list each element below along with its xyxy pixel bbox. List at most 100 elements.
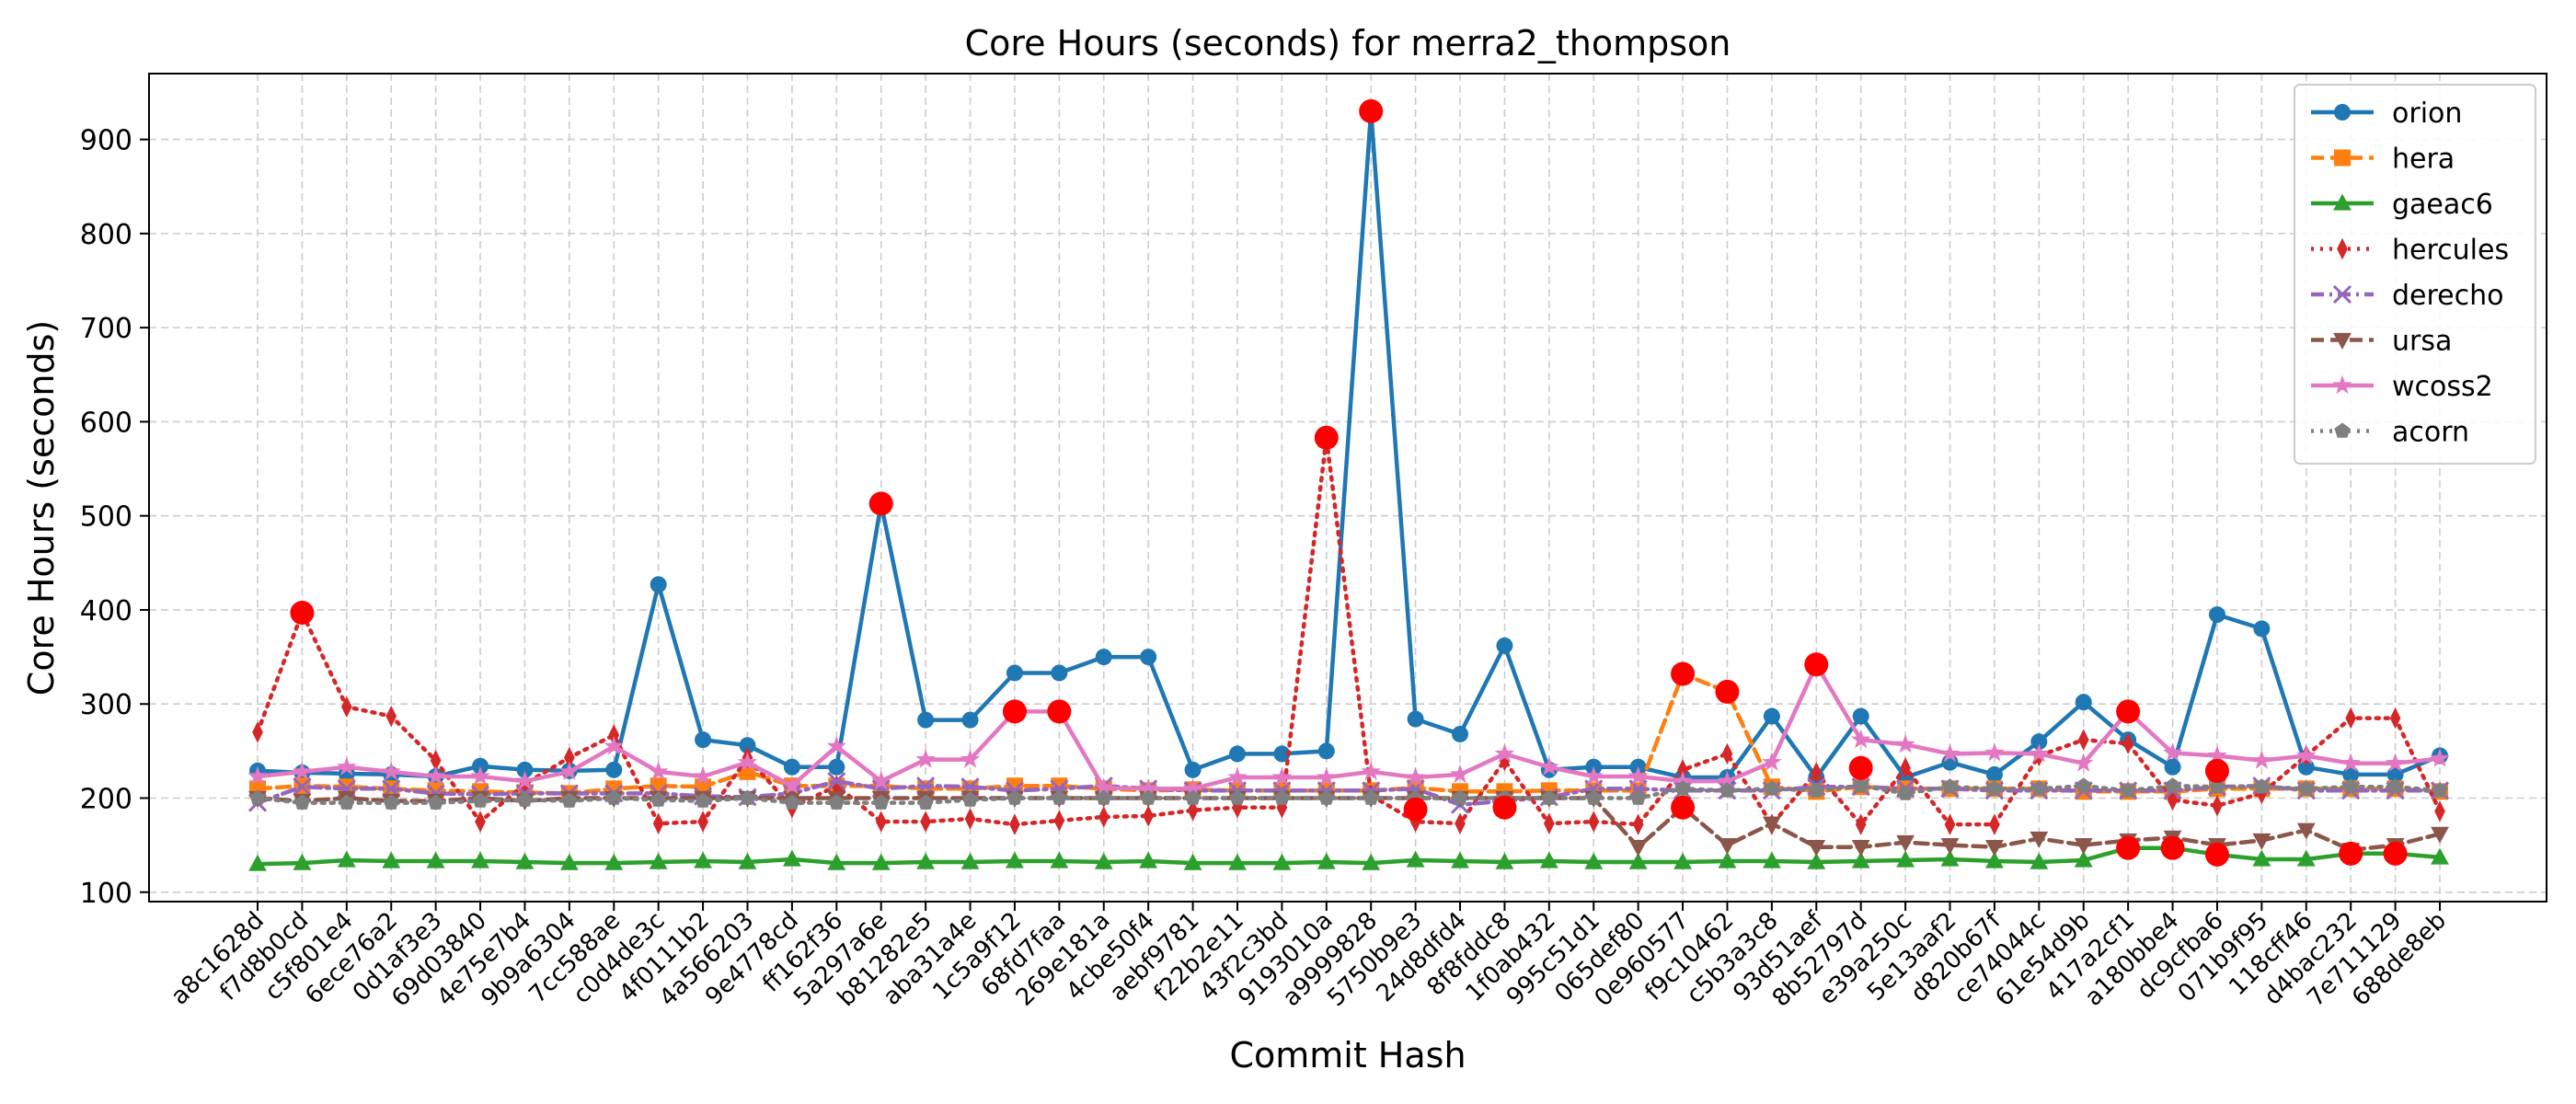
data-point bbox=[604, 853, 624, 870]
data-point bbox=[1140, 649, 1157, 666]
data-point bbox=[2074, 753, 2094, 772]
data-point bbox=[1628, 840, 1648, 857]
data-point bbox=[608, 724, 620, 746]
data-point bbox=[252, 721, 263, 743]
data-point bbox=[2074, 850, 2093, 868]
data-point bbox=[739, 737, 756, 754]
data-point bbox=[1718, 837, 1737, 855]
data-point bbox=[1494, 743, 1515, 763]
highlight-point bbox=[2204, 758, 2229, 783]
data-point bbox=[2296, 849, 2316, 867]
data-point bbox=[1986, 780, 2003, 796]
data-point bbox=[2162, 742, 2183, 762]
data-point bbox=[2334, 422, 2351, 438]
data-point bbox=[1363, 789, 1379, 805]
series-line-ursa bbox=[255, 796, 2443, 853]
data-point bbox=[652, 812, 664, 834]
highlight-point bbox=[1047, 699, 1072, 724]
legend-label: acorn bbox=[2392, 417, 2469, 449]
data-point bbox=[382, 851, 401, 868]
data-point bbox=[697, 811, 708, 833]
data-point bbox=[2389, 707, 2401, 730]
data-point bbox=[2332, 284, 2352, 305]
data-point bbox=[1677, 759, 1688, 781]
data-point bbox=[2164, 758, 2181, 776]
data-point bbox=[1942, 778, 1959, 794]
data-point bbox=[1450, 764, 1470, 783]
data-point bbox=[782, 849, 801, 867]
data-point bbox=[516, 791, 533, 807]
legend-item-hera: hera bbox=[2311, 144, 2455, 176]
data-point bbox=[1807, 852, 1826, 869]
y-axis-label: Core Hours (seconds) bbox=[21, 320, 62, 696]
data-point bbox=[2075, 694, 2092, 711]
data-point bbox=[1228, 853, 1247, 870]
data-point bbox=[1940, 849, 1960, 867]
data-point bbox=[561, 792, 578, 808]
data-point bbox=[737, 752, 758, 771]
data-point bbox=[2385, 753, 2406, 772]
series-line-acorn bbox=[255, 783, 2443, 805]
data-point bbox=[1228, 745, 1246, 763]
data-point bbox=[1630, 789, 1647, 805]
data-point bbox=[1851, 729, 1871, 749]
data-point bbox=[425, 765, 446, 786]
data-point bbox=[2030, 831, 2049, 848]
highlight-point bbox=[1671, 795, 1696, 820]
data-point bbox=[826, 736, 846, 755]
data-point bbox=[515, 852, 535, 869]
data-point bbox=[385, 705, 397, 728]
data-point bbox=[381, 761, 401, 780]
data-point bbox=[827, 772, 846, 791]
data-point bbox=[2251, 750, 2272, 769]
data-point bbox=[605, 789, 622, 805]
data-point bbox=[2387, 778, 2404, 794]
data-point bbox=[2208, 606, 2225, 624]
data-point bbox=[1095, 649, 1112, 666]
grid-lines bbox=[149, 74, 2547, 902]
data-point bbox=[1406, 850, 1425, 868]
data-point bbox=[2253, 620, 2271, 638]
data-point bbox=[1719, 782, 1735, 798]
highlight-point bbox=[290, 601, 315, 626]
data-point bbox=[1763, 707, 1780, 725]
data-point bbox=[1584, 852, 1604, 869]
data-point bbox=[1227, 766, 1248, 787]
data-point bbox=[1053, 810, 1065, 832]
data-point bbox=[2209, 778, 2225, 794]
data-point bbox=[831, 775, 843, 797]
data-point bbox=[827, 853, 846, 870]
data-point bbox=[1187, 799, 1199, 822]
data-point bbox=[1583, 765, 1604, 786]
data-point bbox=[695, 792, 711, 808]
data-point bbox=[1764, 780, 1780, 796]
data-point bbox=[2342, 765, 2360, 783]
data-point bbox=[1896, 850, 1915, 868]
series-acorn bbox=[249, 777, 2448, 810]
highlight-point bbox=[868, 491, 893, 516]
data-point bbox=[1272, 853, 1292, 870]
data-point bbox=[1539, 851, 1558, 868]
data-point bbox=[962, 791, 979, 807]
data-point bbox=[1855, 813, 1867, 835]
data-point bbox=[1139, 851, 1158, 868]
data-point bbox=[917, 711, 935, 729]
highlight-point bbox=[1492, 795, 1517, 820]
data-point bbox=[1183, 853, 1202, 870]
data-point bbox=[337, 756, 357, 776]
data-point bbox=[2030, 780, 2047, 796]
data-point bbox=[1361, 761, 1381, 780]
y-tick-label: 600 bbox=[80, 407, 132, 439]
data-point bbox=[739, 789, 755, 805]
data-point bbox=[960, 749, 981, 768]
data-point bbox=[1852, 707, 1869, 725]
highlight-point bbox=[1314, 425, 1339, 450]
data-point bbox=[1807, 840, 1826, 857]
highlight-points bbox=[290, 98, 2408, 867]
data-point bbox=[1541, 789, 1558, 805]
data-point bbox=[1985, 765, 2003, 783]
data-point bbox=[875, 811, 887, 833]
data-point bbox=[1762, 752, 1782, 771]
series-gaeac6 bbox=[248, 838, 2449, 871]
data-point bbox=[2252, 833, 2271, 850]
